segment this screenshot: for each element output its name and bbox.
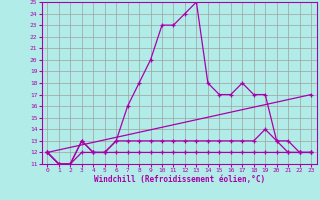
X-axis label: Windchill (Refroidissement éolien,°C): Windchill (Refroidissement éolien,°C) [94, 175, 265, 184]
